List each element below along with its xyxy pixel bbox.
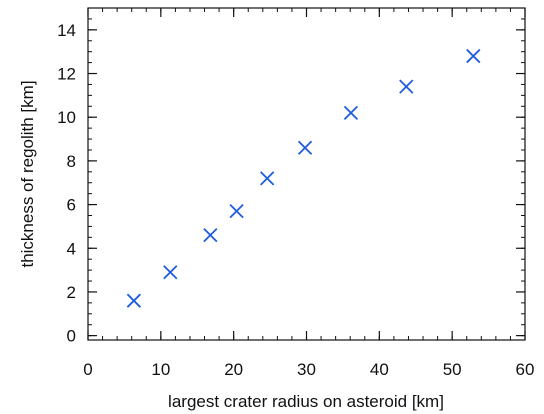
y-tick-label: 8 — [67, 152, 76, 171]
x-axis-label: largest crater radius on asteroid [km] — [168, 392, 444, 411]
y-tick-label: 4 — [67, 239, 76, 258]
y-tick-label: 10 — [57, 108, 76, 127]
data-point — [203, 228, 218, 243]
data-point — [343, 105, 359, 120]
plot-frame — [87, 7, 526, 341]
data-point — [163, 265, 178, 280]
data-point — [126, 293, 142, 308]
y-axis-label: thickness of regolith [km] — [18, 80, 37, 267]
data-point — [297, 140, 313, 155]
data-point — [466, 48, 481, 64]
x-tick-label: 10 — [151, 360, 170, 379]
data-point — [399, 79, 414, 94]
data-points — [126, 48, 481, 308]
x-tick-label: 50 — [443, 360, 462, 379]
y-tick-label: 6 — [67, 196, 76, 215]
x-tick-label: 30 — [297, 360, 316, 379]
tick-labels: 0 10 20 30 40 50 60 0 2 4 6 8 10 12 14 — [57, 21, 534, 379]
x-tick-label: 60 — [516, 360, 535, 379]
x-tick-label: 20 — [224, 360, 243, 379]
y-tick-label: 0 — [67, 327, 76, 346]
data-point — [260, 171, 275, 186]
data-point — [229, 203, 244, 219]
y-tick-label: 2 — [67, 283, 76, 302]
y-tick-label: 12 — [57, 65, 76, 84]
x-tick-label: 40 — [370, 360, 389, 379]
y-tick-label: 14 — [57, 21, 76, 40]
axis-ticks — [87, 7, 526, 340]
x-tick-label: 0 — [83, 360, 92, 379]
